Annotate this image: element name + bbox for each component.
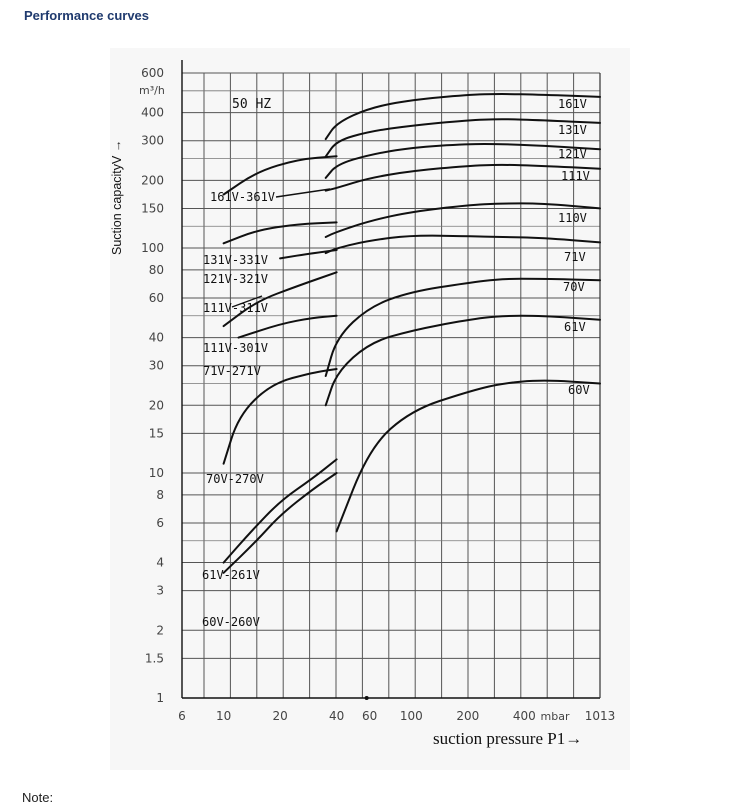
curve-121v-321v: [279, 249, 338, 260]
y-tick-label: 10: [149, 466, 164, 480]
curve-61v-261v: [222, 472, 338, 574]
y-tick-label: 60: [149, 291, 164, 305]
y-tick-label: 20: [149, 398, 164, 412]
label-60v-260v: 60V-260V: [202, 615, 260, 629]
label-161v: 161V: [558, 97, 587, 111]
y-tick-label: 400: [141, 106, 164, 120]
y-tick-label: 150: [141, 201, 164, 215]
x-tick-label: 40: [329, 709, 344, 723]
x-tick-label: 20: [272, 709, 287, 723]
label-leader-line: [231, 295, 263, 308]
label-111v-311v: 111V-311V: [203, 301, 268, 315]
note-label: Note:: [22, 790, 54, 805]
axes: 600 400 300 200 150 100 80 60 40 30 20 15 10 8 6 4 3 2 1.5…: [141, 60, 615, 723]
y-tick-label: 200: [141, 173, 164, 187]
y-tick-label: 8: [156, 488, 164, 502]
x-tick-label: 100: [400, 709, 423, 723]
label-131v: 131V: [558, 123, 587, 137]
curve-121v: [324, 142, 601, 179]
label-121v-321v: 121V-321V: [203, 272, 268, 286]
y-tick-label: 3: [156, 584, 164, 598]
label-70v: 70V: [563, 280, 585, 294]
curve-161v: [324, 93, 601, 141]
label-60v: 60V: [568, 383, 590, 397]
curve-161v-361v: [222, 155, 338, 196]
y-tick-label: 4: [156, 556, 164, 570]
label-121v: 121V: [558, 147, 587, 161]
y-tick-label: 1.5: [145, 651, 164, 665]
chart-background: [110, 48, 630, 770]
x-tick-label: 1013: [585, 709, 616, 723]
y-tick-label: 100: [141, 241, 164, 255]
x-tick-label: 200: [456, 709, 479, 723]
label-71v-271v: 71V-271V: [203, 364, 261, 378]
curve-131v: [324, 118, 601, 158]
y-tick-label: 2: [156, 623, 164, 637]
label-71v: 71V: [564, 250, 586, 264]
label-61v-261v: 61V-261V: [202, 568, 260, 582]
x-tick-label: 6: [178, 709, 186, 723]
x-tick-label: mbar: [541, 710, 570, 723]
x-tick-label: 400: [513, 709, 536, 723]
curve-131v-331v: [222, 221, 338, 245]
curve-111v-301v: [237, 314, 338, 339]
y-tick-label: 30: [149, 359, 164, 373]
curve-70v: [324, 277, 601, 377]
x-tick-label: 10: [216, 709, 231, 723]
curve-111v: [324, 163, 601, 192]
curve-71v-271v: [222, 368, 338, 465]
curve-110v: [324, 202, 601, 238]
frequency-annotation: 50 HZ: [232, 97, 271, 112]
label-111v-301v: 111V-301V: [203, 341, 268, 355]
curve-70v-270v: [222, 458, 338, 564]
label-131v-331v: 131V-331V: [203, 253, 268, 267]
y-tick-label: 40: [149, 331, 164, 345]
label-leader-line: [275, 188, 331, 198]
y-tick-label: 6: [156, 516, 164, 530]
y-tick-label: 80: [149, 263, 164, 277]
curve-labels: 161V 131V 121V 111V 110V 71V 70V 61V 60V 161V-361…: [202, 97, 590, 629]
x-axis-label: suction pressure P1→: [433, 729, 582, 748]
y-tick-label: 600: [141, 66, 164, 80]
y-axis-label: Suction capacityV →: [110, 140, 124, 255]
y-tick-label: 15: [149, 426, 164, 440]
page-heading: Performance curves: [24, 8, 150, 23]
curve-61v: [324, 314, 601, 407]
axis-dot: [364, 696, 369, 700]
curve-60v: [335, 379, 601, 533]
label-110v: 110V: [558, 211, 587, 225]
label-111v: 111V: [561, 169, 590, 183]
curve-111v-311v: [222, 271, 338, 328]
x-tick-label: 60: [362, 709, 377, 723]
y-tick-label: 300: [141, 134, 164, 148]
performance-chart: 600 400 300 200 150 100 80 60 40 30 20 15 10 8 6 4 3 2 1.5…: [110, 48, 630, 770]
y-tick-label: 1: [156, 691, 164, 705]
label-70v-270v: 70V-270V: [206, 472, 264, 486]
y-unit-label: m³/h: [139, 84, 165, 97]
label-61v: 61V: [564, 320, 586, 334]
curves: [222, 93, 601, 574]
label-161v-361v: 161V-361V: [210, 190, 275, 204]
